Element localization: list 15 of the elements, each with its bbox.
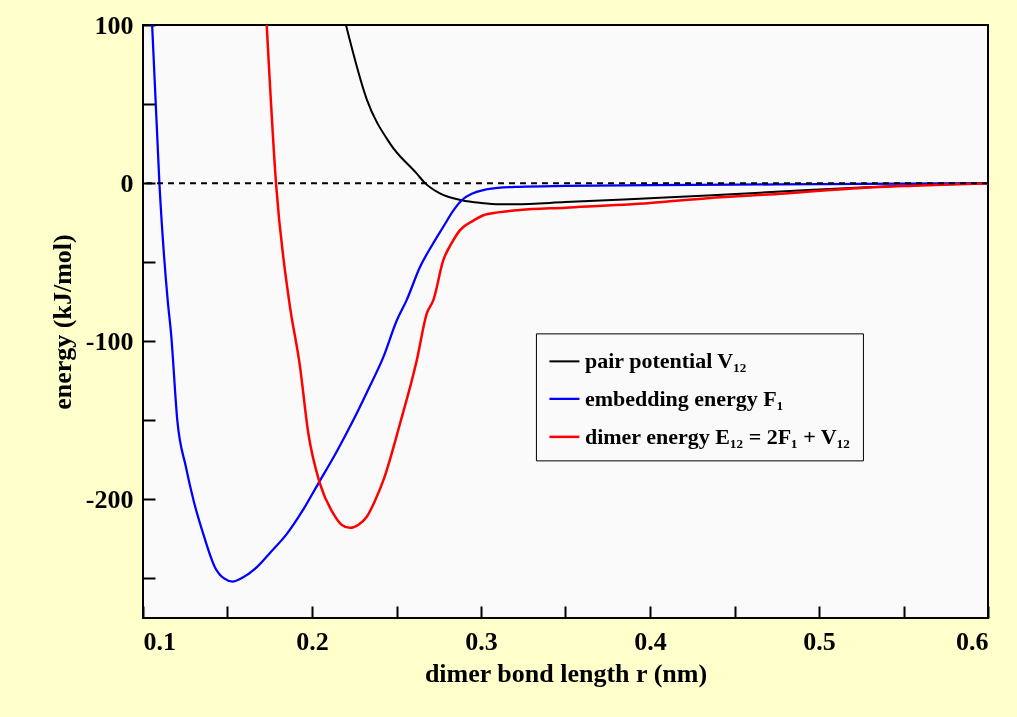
y-tick-label: -200 — [85, 484, 134, 514]
legend-label: dimer energy E₁₂ = 2F₁ + V₁₂ — [584, 423, 851, 449]
x-tick-label: 0.5 — [803, 626, 836, 656]
y-tick-label: 0 — [120, 168, 134, 198]
x-tick-label: 0.4 — [634, 626, 667, 656]
y-tick-label: 100 — [94, 10, 134, 40]
legend-label: embedding energy F₁ — [584, 385, 784, 411]
legend-label: pair potential V₁₂ — [584, 348, 747, 374]
y-axis-title: energy (kJ/mol) — [47, 234, 77, 410]
y-tick-label: -100 — [85, 326, 134, 356]
x-tick-label: 0.1 — [143, 626, 176, 656]
x-tick-label: 0.2 — [296, 626, 329, 656]
x-axis-title: dimer bond length r (nm) — [424, 658, 708, 688]
x-tick-label: 0.6 — [956, 626, 989, 656]
x-tick-label: 0.3 — [465, 626, 498, 656]
